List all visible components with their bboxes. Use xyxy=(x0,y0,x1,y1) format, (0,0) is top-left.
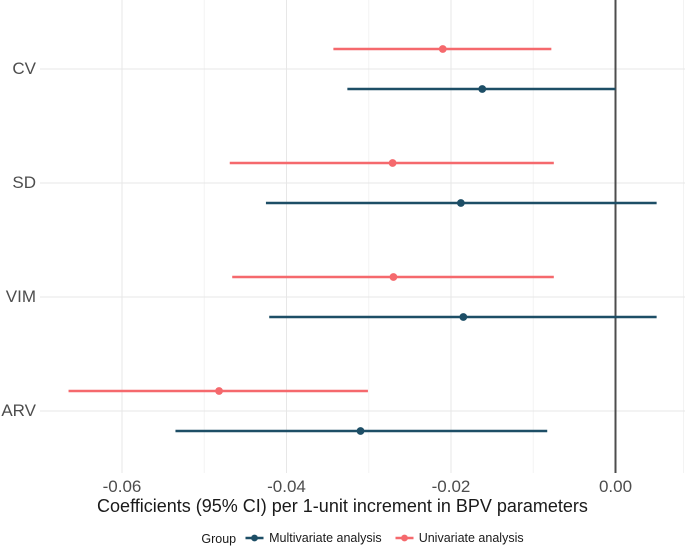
pointrange-glyph xyxy=(395,534,414,542)
legend-items: Multivariate analysis Univariate analysis xyxy=(245,531,524,547)
legend-item-multivariate: Multivariate analysis xyxy=(245,531,382,545)
x-tick-label--0.06: -0.06 xyxy=(102,477,142,496)
key-point xyxy=(400,534,408,542)
pointrange-glyph xyxy=(245,534,264,542)
estimate-point-multivariate-sd xyxy=(456,199,465,207)
y-axis-label-sd: SD xyxy=(12,173,36,192)
x-axis-title: Coefficients (95% CI) per 1-unit increme… xyxy=(97,496,588,516)
legend-label-univariate: Univariate analysis xyxy=(418,531,524,545)
estimate-point-multivariate-arv xyxy=(356,427,365,435)
y-axis-label-cv: CV xyxy=(12,59,36,78)
legend: Group Multivariate analysis Univariate an… xyxy=(0,531,685,547)
x-tick-label--0.04: -0.04 xyxy=(267,477,306,496)
legend-key-univariate-pointrange-icon xyxy=(395,532,414,544)
estimate-point-univariate-sd xyxy=(388,159,397,167)
legend-title: Group xyxy=(201,532,237,546)
estimate-point-univariate-vim xyxy=(389,273,398,281)
y-axis-label-arv: ARV xyxy=(1,401,36,420)
y-axis-label-vim: VIM xyxy=(5,287,36,306)
legend-key-multivariate-pointrange-icon xyxy=(245,532,264,544)
estimate-point-multivariate-cv xyxy=(478,85,487,93)
estimate-point-univariate-cv xyxy=(438,45,447,53)
legend-item-univariate: Univariate analysis xyxy=(395,531,524,545)
estimate-point-multivariate-vim xyxy=(459,313,468,321)
x-tick-label--0.02: -0.02 xyxy=(431,477,471,496)
legend-label-multivariate: Multivariate analysis xyxy=(269,531,382,545)
estimate-point-univariate-arv xyxy=(215,387,223,395)
x-tick-label-0.00: 0.00 xyxy=(598,477,633,496)
key-point xyxy=(251,534,259,542)
